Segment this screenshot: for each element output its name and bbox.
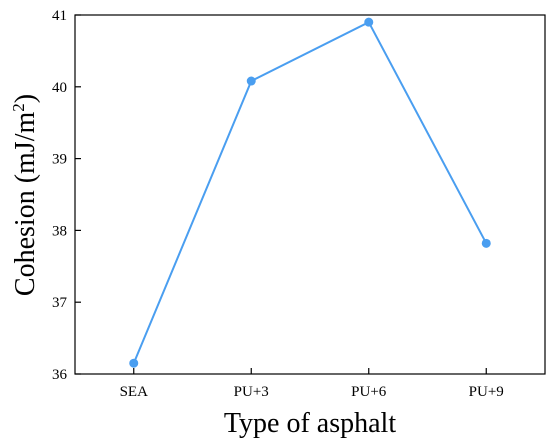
x-axis: SEA PU+3 PU+6 PU+9 <box>120 368 504 400</box>
y-tick-label: 40 <box>52 80 67 96</box>
series-points <box>129 17 491 368</box>
y-axis-title-close: ) <box>10 94 41 103</box>
data-point <box>481 238 491 248</box>
y-tick-label: 38 <box>52 223 67 239</box>
y-axis-title-main: Cohesion (mJ/m <box>10 112 41 297</box>
y-tick-label: 41 <box>52 8 67 24</box>
y-tick-label: 39 <box>52 152 67 168</box>
y-axis-title: Cohesion (mJ/m2) <box>9 94 41 296</box>
data-point <box>246 76 256 86</box>
y-axis: 36 37 38 39 40 41 <box>52 8 81 383</box>
y-axis-title-sup: 2 <box>9 103 28 112</box>
plot-frame <box>74 14 546 375</box>
y-tick-label: 37 <box>52 295 68 311</box>
data-point <box>129 358 139 368</box>
x-tick-label: PU+9 <box>469 384 504 400</box>
data-point <box>364 17 374 27</box>
x-tick-label: PU+6 <box>351 384 387 400</box>
y-tick-label: 36 <box>52 367 68 383</box>
x-tick-label: SEA <box>120 384 149 400</box>
x-tick-label: PU+3 <box>234 384 269 400</box>
series-line <box>132 20 488 364</box>
x-axis-title: Type of asphalt <box>224 408 396 439</box>
